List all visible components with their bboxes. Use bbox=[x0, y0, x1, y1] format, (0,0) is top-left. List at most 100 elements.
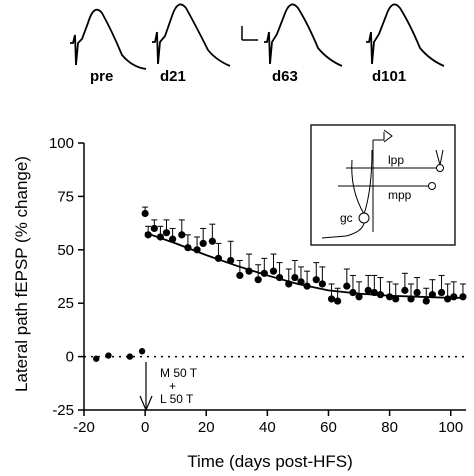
inset-granule-cell bbox=[358, 212, 370, 224]
data-point bbox=[413, 288, 421, 297]
data-point bbox=[334, 297, 342, 305]
data-point bbox=[254, 276, 262, 284]
y-tick-label: -25 bbox=[52, 402, 74, 419]
inset-diagram: lpp mpp gc bbox=[310, 124, 456, 246]
data-point bbox=[193, 246, 201, 254]
x-tick-label: 0 bbox=[141, 419, 149, 436]
point-layer bbox=[141, 209, 467, 305]
fit-curve bbox=[144, 231, 466, 299]
trace-label-d63: d63 bbox=[272, 68, 298, 85]
x-tick-label: 100 bbox=[438, 419, 463, 436]
data-point bbox=[162, 229, 171, 237]
data-point bbox=[370, 288, 378, 297]
data-point bbox=[376, 291, 385, 299]
data-point bbox=[450, 293, 458, 301]
y-tick-label: 100 bbox=[49, 135, 74, 152]
trace-waveform bbox=[264, 3, 343, 67]
x-axis-title: Time (days post-HFS) bbox=[187, 452, 353, 471]
inset-label-gc: gc bbox=[340, 211, 353, 225]
trace-waveform bbox=[366, 3, 445, 67]
inset-mpp-terminal bbox=[428, 182, 436, 190]
data-point bbox=[285, 280, 293, 288]
fit-layer bbox=[144, 231, 466, 299]
inset-lpp-terminal bbox=[436, 164, 444, 172]
data-point bbox=[459, 293, 467, 301]
trace-d21: d21 bbox=[152, 3, 231, 85]
data-point bbox=[199, 239, 207, 247]
trace-d63: d63 bbox=[264, 3, 343, 85]
x-tick-label: 40 bbox=[259, 419, 276, 436]
trace-waveform bbox=[70, 8, 147, 70]
inset-label-lpp: lpp bbox=[388, 153, 404, 167]
y-axis-title: Lateral path fEPSP (% change) bbox=[12, 156, 31, 392]
y-ticks: -25 0 25 50 75 100 bbox=[49, 135, 84, 419]
data-point bbox=[156, 233, 164, 241]
x-ticks: -20 0 20 40 60 80 100 bbox=[73, 410, 463, 436]
trace-pre: pre bbox=[70, 8, 147, 85]
data-point bbox=[275, 273, 284, 282]
y-tick-label: 75 bbox=[57, 188, 74, 205]
data-point bbox=[208, 237, 216, 245]
y-tick-label: 0 bbox=[66, 349, 74, 366]
data-point bbox=[303, 282, 311, 290]
event-annotation-line3: L 50 T bbox=[160, 392, 194, 406]
data-point bbox=[407, 295, 415, 303]
baseline-point bbox=[93, 355, 100, 362]
data-point bbox=[236, 271, 244, 280]
data-point bbox=[144, 231, 152, 239]
data-point bbox=[297, 278, 305, 286]
data-point bbox=[169, 235, 177, 243]
data-point bbox=[184, 244, 192, 252]
data-point bbox=[401, 286, 409, 294]
data-point bbox=[437, 288, 446, 297]
inset-electrode-top bbox=[373, 129, 393, 143]
y-tick-label: 25 bbox=[57, 295, 74, 312]
baseline-point bbox=[105, 352, 112, 359]
trace-label-d21: d21 bbox=[160, 68, 186, 85]
baseline-point bbox=[126, 353, 134, 360]
data-point bbox=[349, 288, 357, 297]
data-point bbox=[327, 295, 336, 303]
data-point bbox=[355, 293, 363, 301]
scale-bar bbox=[241, 26, 258, 41]
x-tick-label: 60 bbox=[320, 419, 337, 436]
inset-granule-dendrite bbox=[351, 149, 373, 215]
plot-area: -25 0 25 50 75 100 -20 0 20 40 60 80 100 bbox=[49, 135, 467, 436]
inset-lpp-stim bbox=[435, 149, 444, 166]
data-point bbox=[318, 280, 326, 288]
event-marker: M 50 T + L 50 T bbox=[139, 362, 198, 412]
data-point bbox=[392, 295, 400, 303]
trace-label-pre: pre bbox=[90, 68, 113, 85]
data-point bbox=[214, 254, 223, 262]
x-tick-label: 80 bbox=[381, 419, 398, 436]
data-point bbox=[227, 256, 235, 265]
x-tick-label: 20 bbox=[198, 419, 215, 436]
data-point bbox=[364, 286, 372, 294]
data-point bbox=[150, 224, 158, 233]
data-point bbox=[260, 269, 268, 277]
x-tick-label: -20 bbox=[73, 419, 95, 436]
data-point bbox=[245, 267, 253, 275]
inset-label-mpp: mpp bbox=[388, 188, 412, 202]
data-point bbox=[343, 282, 351, 290]
event-annotation-line2: + bbox=[169, 379, 176, 393]
baseline-layer bbox=[93, 348, 146, 362]
data-point bbox=[444, 295, 452, 303]
data-point bbox=[269, 267, 278, 275]
data-point bbox=[291, 273, 299, 282]
event-annotation-line1: M 50 T bbox=[160, 366, 198, 380]
y-tick-label: 50 bbox=[57, 242, 74, 259]
event-arrow-head bbox=[139, 395, 153, 412]
trace-d101: d101 bbox=[366, 3, 445, 85]
data-point bbox=[428, 291, 436, 299]
baseline-point bbox=[138, 348, 146, 355]
data-point bbox=[141, 209, 149, 218]
data-point bbox=[178, 231, 186, 239]
trace-label-d101: d101 bbox=[372, 68, 406, 85]
inset-granule-axon bbox=[321, 222, 365, 239]
trace-waveform bbox=[152, 3, 231, 67]
data-point bbox=[386, 293, 394, 301]
data-point bbox=[312, 276, 320, 284]
data-point bbox=[422, 297, 430, 305]
